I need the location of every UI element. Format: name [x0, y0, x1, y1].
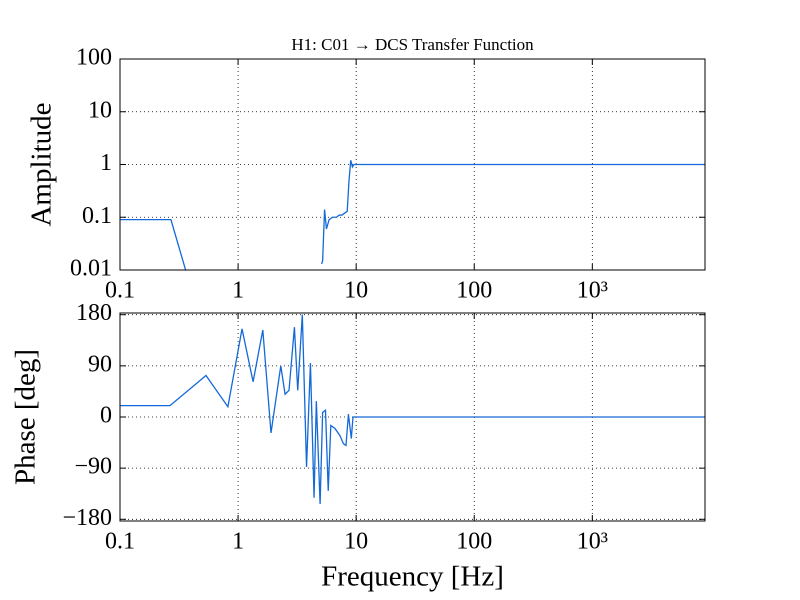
y-tick-label: −90	[74, 454, 112, 480]
y-tick-label: −180	[62, 505, 112, 531]
axes-frame	[119, 312, 706, 522]
data-line	[120, 160, 705, 270]
y-tick-label: 0	[100, 403, 112, 429]
x-axis-label: Frequency [Hz]	[321, 561, 504, 593]
y-tick-label: 10	[88, 97, 112, 123]
y-tick-label: 180	[76, 300, 112, 326]
x-tick-label: 0.1	[105, 278, 135, 304]
y-tick-label: 90	[88, 351, 112, 377]
x-tick-label: 10³	[577, 529, 608, 555]
x-tick-label: 10	[344, 278, 368, 304]
x-tick-label: 100	[456, 529, 492, 555]
y-axis-label: Phase [deg]	[10, 349, 42, 485]
y-tick-label: 100	[76, 45, 112, 71]
y-tick-label: 0.01	[70, 256, 112, 282]
x-tick-label: 10³	[577, 278, 608, 304]
y-tick-label: 0.1	[82, 203, 112, 229]
x-tick-label: 0.1	[105, 529, 135, 555]
x-tick-label: 1	[232, 278, 244, 304]
chart-title: H1: C01 → DCS Transfer Function	[291, 35, 534, 54]
y-tick-label: 1	[100, 150, 112, 176]
x-tick-label: 1	[232, 529, 244, 555]
data-line	[120, 314, 705, 504]
y-axis-label: Amplitude	[26, 102, 58, 226]
x-tick-label: 10	[344, 529, 368, 555]
x-tick-label: 100	[456, 278, 492, 304]
axes-frame	[119, 58, 706, 271]
